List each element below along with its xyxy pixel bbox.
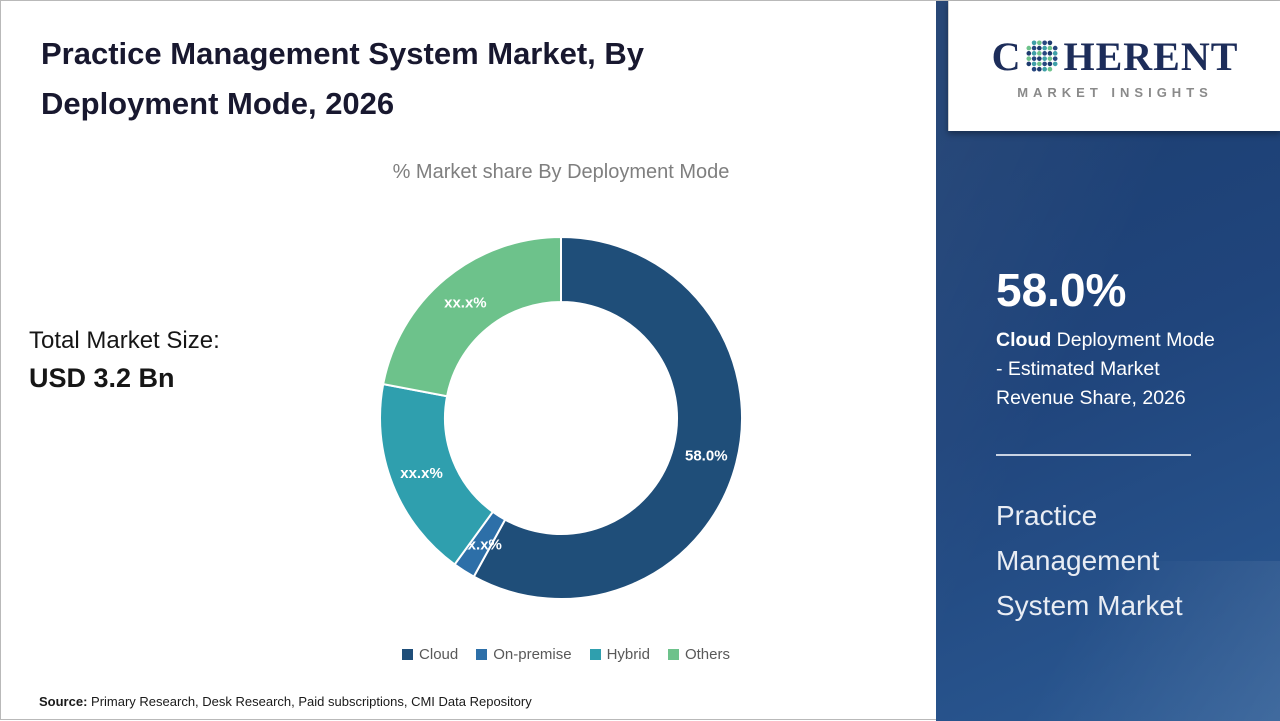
stat-desc-bold: Cloud [996,329,1052,351]
legend-swatch-hybrid [589,649,601,660]
donut-chart: 58.0% xx.x% xx.x% xx.x% [376,233,746,603]
source-text: Primary Research, Desk Research, Paid su… [87,694,532,709]
legend-label-cloud: Cloud [419,646,459,663]
chart-legend: Cloud On-premise Hybrid Others [191,646,941,663]
brand-tagline: MARKET INSIGHTS [1017,84,1213,100]
source-line: Source: Primary Research, Desk Research,… [39,694,532,709]
brand-suffix: HERENT [1063,33,1239,79]
donut-segment-others [382,235,562,398]
source-label: Source: [39,694,88,709]
legend-label-others: Others [684,646,730,663]
legend-item-others: Others [667,646,730,663]
highlight-stat-value: 58.0% [996,264,1127,316]
donut-segment-cloud [472,235,743,600]
highlight-stat-description: Cloud Deployment Mode - Estimated Market… [996,326,1216,413]
legend-label-on-premise: On-premise [493,646,572,663]
stat-desc-rest: Deployment Mode - Estimated Market Reven… [996,329,1215,409]
total-market-size-block: Total Market Size: USD 3.2 Bn [29,327,220,394]
donut-label-hybrid: xx.x% [400,465,443,482]
legend-label-hybrid: Hybrid [606,646,650,663]
coherent-brand-wordmark: C HERENT [992,33,1239,80]
panel-report-title: Practice Management System Market [996,500,1183,621]
donut-label-cloud: 58.0% [685,447,728,464]
legend-item-cloud: Cloud [402,646,458,663]
legend-item-hybrid: Hybrid [589,646,650,663]
panel-divider [996,454,1191,456]
right-sidebar-panel: C HERENT MARKET INSIGHTS 58.0% Cloud Dep… [936,1,1280,721]
page-title: Practice Management System Market, By De… [41,36,645,122]
legend-swatch-cloud [402,649,414,660]
total-market-size-label: Total Market Size: [29,327,220,354]
coherent-logo: C HERENT MARKET INSIGHTS [948,1,1280,131]
legend-swatch-on-premise [476,649,488,660]
brand-prefix: C [991,33,1022,79]
chart-subtitle: % Market share By Deployment Mode [392,161,730,183]
donut-chart-svg: 58.0%xx.x%xx.x%xx.x% [379,235,743,600]
legend-item-on-premise: On-premise [476,646,572,663]
total-market-size-value: USD 3.2 Bn [29,363,175,393]
coherent-logo-globe-icon [1026,40,1058,72]
legend-swatch-others [667,649,679,660]
donut-label-others: xx.x% [444,294,487,311]
